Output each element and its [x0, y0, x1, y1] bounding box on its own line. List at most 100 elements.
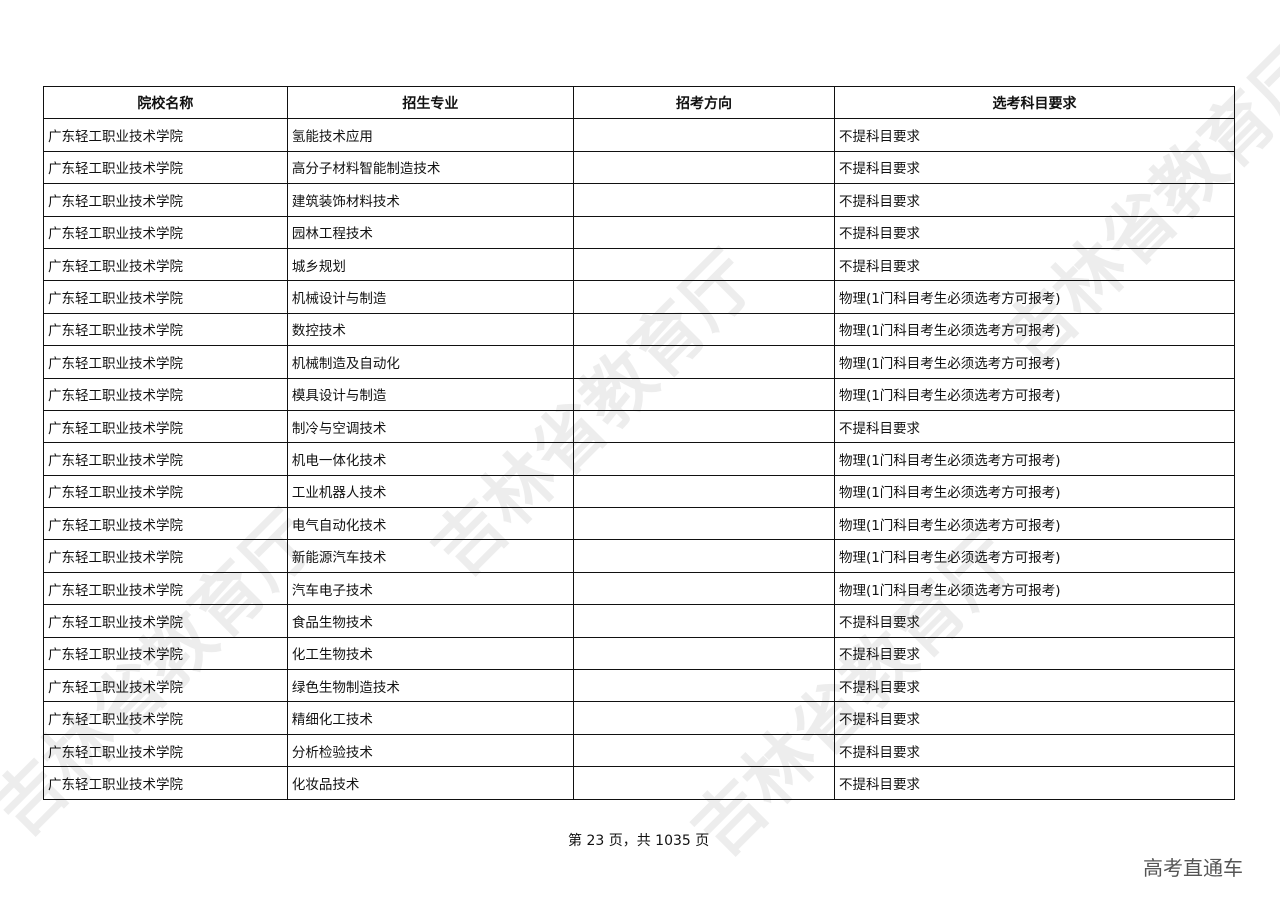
cell-direction: [572, 312, 835, 347]
cell-direction: [572, 636, 835, 671]
table-row: 广东轻工职业技术学院 制冷与空调技术 不提科目要求: [43, 409, 1236, 444]
cell-direction: [572, 474, 835, 509]
cell-direction: [572, 766, 835, 800]
table-row: 广东轻工职业技术学院 机械设计与制造 物理(1门科目考生必须选考方可报考): [43, 280, 1236, 314]
table-row: 广东轻工职业技术学院 分析检验技术 不提科目要求: [43, 733, 1236, 768]
cell-major: 化工生物技术: [286, 636, 574, 671]
cell-major: 新能源汽车技术: [286, 539, 574, 573]
table-row: 广东轻工职业技术学院 机电一体化技术 物理(1门科目考生必须选考方可报考): [43, 442, 1236, 476]
admissions-table: 院校名称 招生专业 招考方向 选考科目要求 广东轻工职业技术学院 氢能技术应用 不提…: [43, 85, 1236, 800]
cell-direction: [572, 604, 835, 638]
cell-major: 食品生物技术: [286, 604, 574, 638]
cell-direction: [572, 118, 835, 152]
cell-direction: [572, 280, 835, 314]
cell-school: 广东轻工职业技术学院: [43, 442, 288, 476]
table-row: 广东轻工职业技术学院 新能源汽车技术 物理(1门科目考生必须选考方可报考): [43, 539, 1236, 573]
header-major: 招生专业: [286, 85, 574, 120]
cell-major: 电气自动化技术: [286, 507, 574, 541]
table-row: 广东轻工职业技术学院 高分子材料智能制造技术 不提科目要求: [43, 150, 1236, 185]
cell-school: 广东轻工职业技术学院: [43, 701, 288, 735]
table-row: 广东轻工职业技术学院 城乡规划 不提科目要求: [43, 247, 1236, 282]
cell-subject-req: 物理(1门科目考生必须选考方可报考): [833, 539, 1236, 573]
cell-school: 广东轻工职业技术学院: [43, 150, 288, 185]
cell-major: 制冷与空调技术: [286, 409, 574, 444]
cell-direction: [572, 701, 835, 735]
cell-major: 绿色生物制造技术: [286, 669, 574, 703]
cell-school: 广东轻工职业技术学院: [43, 604, 288, 638]
cell-major: 城乡规划: [286, 247, 574, 282]
table-row: 广东轻工职业技术学院 数控技术 物理(1门科目考生必须选考方可报考): [43, 312, 1236, 347]
cell-direction: [572, 571, 835, 606]
cell-major: 建筑装饰材料技术: [286, 183, 574, 217]
cell-major: 工业机器人技术: [286, 474, 574, 509]
table-row: 广东轻工职业技术学院 精细化工技术 不提科目要求: [43, 701, 1236, 735]
cell-direction: [572, 150, 835, 185]
cell-direction: [572, 507, 835, 541]
cell-major: 氢能技术应用: [286, 118, 574, 152]
cell-major: 汽车电子技术: [286, 571, 574, 606]
cell-school: 广东轻工职业技术学院: [43, 733, 288, 768]
cell-subject-req: 不提科目要求: [833, 701, 1236, 735]
cell-direction: [572, 539, 835, 573]
cell-subject-req: 物理(1门科目考生必须选考方可报考): [833, 345, 1236, 379]
cell-school: 广东轻工职业技术学院: [43, 183, 288, 217]
cell-subject-req: 不提科目要求: [833, 118, 1236, 152]
table-row: 广东轻工职业技术学院 园林工程技术 不提科目要求: [43, 215, 1236, 249]
cell-major: 化妆品技术: [286, 766, 574, 800]
cell-direction: [572, 377, 835, 411]
header-subject-req: 选考科目要求: [833, 85, 1236, 120]
cell-subject-req: 物理(1门科目考生必须选考方可报考): [833, 474, 1236, 509]
cell-direction: [572, 215, 835, 249]
cell-subject-req: 不提科目要求: [833, 733, 1236, 768]
cell-school: 广东轻工职业技术学院: [43, 766, 288, 800]
table-row: 广东轻工职业技术学院 氢能技术应用 不提科目要求: [43, 118, 1236, 152]
cell-direction: [572, 345, 835, 379]
cell-subject-req: 物理(1门科目考生必须选考方可报考): [833, 507, 1236, 541]
cell-major: 模具设计与制造: [286, 377, 574, 411]
cell-school: 广东轻工职业技术学院: [43, 507, 288, 541]
cell-major: 分析检验技术: [286, 733, 574, 768]
table-row: 广东轻工职业技术学院 汽车电子技术 物理(1门科目考生必须选考方可报考): [43, 571, 1236, 606]
cell-subject-req: 物理(1门科目考生必须选考方可报考): [833, 377, 1236, 411]
table-row: 广东轻工职业技术学院 食品生物技术 不提科目要求: [43, 604, 1236, 638]
cell-major: 精细化工技术: [286, 701, 574, 735]
cell-school: 广东轻工职业技术学院: [43, 377, 288, 411]
table-row: 广东轻工职业技术学院 工业机器人技术 物理(1门科目考生必须选考方可报考): [43, 474, 1236, 509]
cell-subject-req: 不提科目要求: [833, 669, 1236, 703]
cell-subject-req: 不提科目要求: [833, 409, 1236, 444]
cell-major: 机械制造及自动化: [286, 345, 574, 379]
cell-subject-req: 不提科目要求: [833, 766, 1236, 800]
cell-subject-req: 物理(1门科目考生必须选考方可报考): [833, 571, 1236, 606]
cell-school: 广东轻工职业技术学院: [43, 474, 288, 509]
cell-major: 机械设计与制造: [286, 280, 574, 314]
cell-subject-req: 不提科目要求: [833, 215, 1236, 249]
cell-subject-req: 不提科目要求: [833, 150, 1236, 185]
table-header-row: 院校名称 招生专业 招考方向 选考科目要求: [43, 85, 1236, 120]
cell-school: 广东轻工职业技术学院: [43, 247, 288, 282]
cell-school: 广东轻工职业技术学院: [43, 312, 288, 347]
table-row: 广东轻工职业技术学院 建筑装饰材料技术 不提科目要求: [43, 183, 1236, 217]
cell-school: 广东轻工职业技术学院: [43, 669, 288, 703]
cell-subject-req: 物理(1门科目考生必须选考方可报考): [833, 312, 1236, 347]
table-row: 广东轻工职业技术学院 模具设计与制造 物理(1门科目考生必须选考方可报考): [43, 377, 1236, 411]
cell-direction: [572, 733, 835, 768]
table-row: 广东轻工职业技术学院 化妆品技术 不提科目要求: [43, 766, 1236, 800]
cell-school: 广东轻工职业技术学院: [43, 280, 288, 314]
cell-direction: [572, 669, 835, 703]
cell-school: 广东轻工职业技术学院: [43, 345, 288, 379]
cell-direction: [572, 247, 835, 282]
table-row: 广东轻工职业技术学院 电气自动化技术 物理(1门科目考生必须选考方可报考): [43, 507, 1236, 541]
cell-subject-req: 不提科目要求: [833, 183, 1236, 217]
cell-major: 园林工程技术: [286, 215, 574, 249]
cell-school: 广东轻工职业技术学院: [43, 215, 288, 249]
cell-subject-req: 不提科目要求: [833, 247, 1236, 282]
cell-school: 广东轻工职业技术学院: [43, 636, 288, 671]
cell-major: 机电一体化技术: [286, 442, 574, 476]
header-school: 院校名称: [43, 85, 288, 120]
cell-school: 广东轻工职业技术学院: [43, 118, 288, 152]
cell-major: 高分子材料智能制造技术: [286, 150, 574, 185]
table-row: 广东轻工职业技术学院 绿色生物制造技术 不提科目要求: [43, 669, 1236, 703]
cell-subject-req: 物理(1门科目考生必须选考方可报考): [833, 280, 1236, 314]
cell-direction: [572, 183, 835, 217]
brand-logo-text: 高考直通车: [1143, 856, 1243, 880]
